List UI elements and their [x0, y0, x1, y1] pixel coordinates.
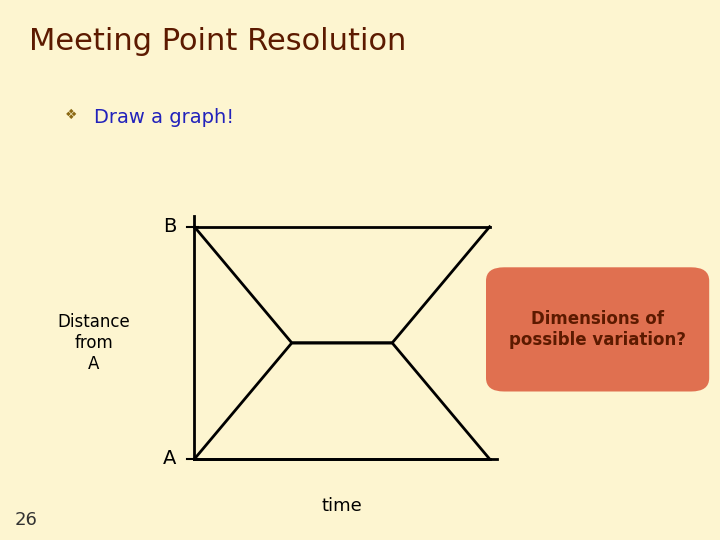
Text: A: A — [163, 449, 176, 469]
Text: time: time — [322, 497, 362, 515]
Text: Meeting Point Resolution: Meeting Point Resolution — [29, 27, 406, 56]
Text: 26: 26 — [14, 511, 37, 529]
Text: Distance
from
A: Distance from A — [57, 313, 130, 373]
FancyBboxPatch shape — [486, 267, 709, 392]
Text: Dimensions of
possible variation?: Dimensions of possible variation? — [509, 310, 686, 349]
Text: ❖: ❖ — [65, 108, 77, 122]
Text: Draw a graph!: Draw a graph! — [94, 108, 234, 127]
Text: B: B — [163, 217, 176, 237]
